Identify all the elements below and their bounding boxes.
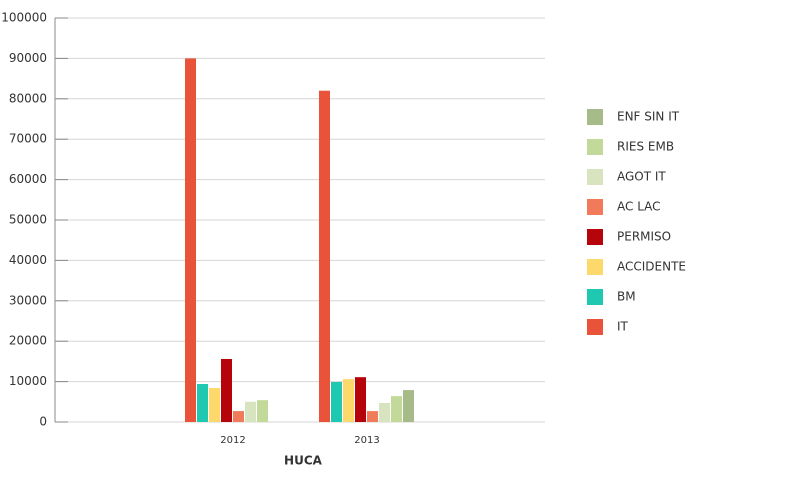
y-tick-label: 80000 <box>9 91 47 105</box>
legend-swatch <box>587 169 603 185</box>
legend-swatch <box>587 289 603 305</box>
legend-swatch <box>587 319 603 335</box>
bar <box>343 379 354 422</box>
y-tick-label: 100000 <box>1 11 47 25</box>
y-tick-label: 90000 <box>9 51 47 65</box>
y-tick-label: 10000 <box>9 374 47 388</box>
bar <box>221 358 232 422</box>
legend-label: ACCIDENTE <box>617 260 686 274</box>
x-tick-label: 2013 <box>354 435 379 446</box>
y-tick-label: 20000 <box>9 334 47 348</box>
legend-label: AC LAC <box>617 200 661 214</box>
legend-swatch <box>587 109 603 125</box>
bar <box>245 401 256 422</box>
x-tick-label: 2012 <box>220 435 245 446</box>
bar <box>197 384 208 422</box>
legend-swatch <box>587 199 603 215</box>
legend-swatch <box>587 259 603 275</box>
legend-swatch <box>587 139 603 155</box>
y-tick-label: 40000 <box>9 253 47 267</box>
y-tick-label: 70000 <box>9 132 47 146</box>
bar <box>403 390 414 422</box>
y-tick-label: 0 <box>39 415 47 429</box>
bar <box>319 90 330 422</box>
bar <box>185 58 196 423</box>
legend-label: AGOT IT <box>617 170 666 184</box>
legend-label: IT <box>617 320 629 334</box>
y-tick-label: 60000 <box>9 172 47 186</box>
bar <box>257 400 268 422</box>
legend-label: PERMISO <box>617 230 671 244</box>
x-axis-title: HUCA <box>284 454 323 468</box>
legend-swatch <box>587 229 603 245</box>
bar <box>391 396 402 422</box>
legend-label: BM <box>617 290 636 304</box>
legend-label: ENF SIN IT <box>617 110 680 124</box>
bar <box>331 382 342 422</box>
y-tick-label: 30000 <box>9 293 47 307</box>
legend-label: RIES EMB <box>617 140 674 154</box>
bar <box>379 403 390 422</box>
bar <box>209 388 220 422</box>
y-tick-label: 50000 <box>9 213 47 227</box>
bar <box>355 377 366 422</box>
bar <box>367 411 378 422</box>
bar <box>233 411 244 422</box>
